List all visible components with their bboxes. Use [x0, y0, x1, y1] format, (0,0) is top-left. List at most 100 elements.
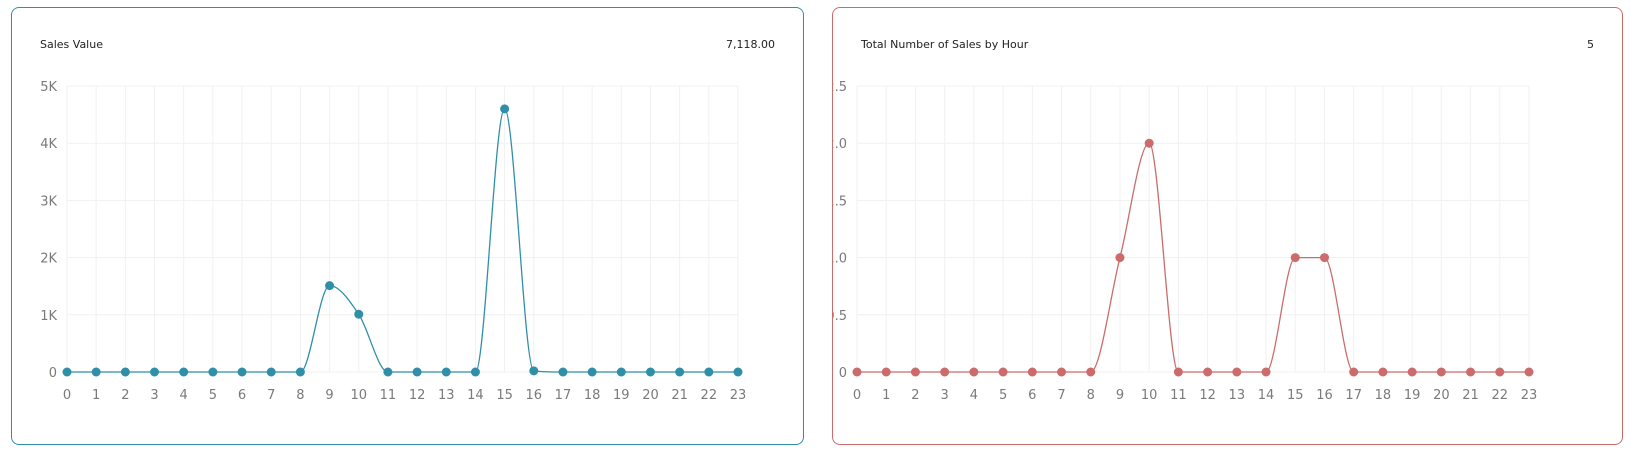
- x-tick-label: 7: [267, 388, 275, 403]
- data-point: [354, 309, 364, 319]
- data-point: [881, 367, 891, 377]
- x-tick-label: 13: [438, 388, 455, 403]
- data-point: [325, 281, 335, 291]
- data-point: [1232, 367, 1242, 377]
- x-tick-label: 11: [380, 388, 397, 403]
- data-point: [441, 367, 451, 377]
- y-tick-label: 2K: [40, 252, 57, 267]
- data-point: [1466, 367, 1476, 377]
- data-point: [1144, 138, 1154, 148]
- data-point: [91, 367, 101, 377]
- x-tick-label: 16: [526, 388, 543, 403]
- x-tick-label: 12: [409, 388, 426, 403]
- y-tick-label: 2.0: [833, 137, 847, 152]
- x-tick-label: 10: [350, 388, 367, 403]
- data-point: [969, 367, 979, 377]
- x-tick-label: 2: [121, 388, 129, 403]
- data-point: [852, 367, 862, 377]
- chart-total: 7,118.00: [726, 38, 775, 51]
- series-line: [67, 108, 739, 373]
- x-tick-label: 22: [701, 388, 718, 403]
- data-point: [645, 367, 655, 377]
- data-point: [675, 367, 685, 377]
- y-tick-label: 2.5: [833, 80, 847, 95]
- data-point: [1173, 367, 1183, 377]
- x-tick-label: 23: [730, 388, 747, 403]
- x-tick-label: 21: [1462, 388, 1479, 403]
- chart-title: Sales Value: [40, 38, 103, 51]
- data-point: [616, 367, 626, 377]
- data-point: [733, 367, 743, 377]
- x-tick-label: 16: [1316, 388, 1333, 403]
- data-point: [1524, 367, 1534, 377]
- data-point: [150, 367, 160, 377]
- x-tick-label: 17: [555, 388, 572, 403]
- x-tick-label: 23: [1521, 388, 1538, 403]
- x-tick-label: 10: [1141, 388, 1158, 403]
- sales-count-chart: 00.51.01.52.02.5012345678910111213141516…: [833, 80, 1538, 403]
- sales-count-card: Total Number of Sales by Hour 5 0 0.5 1.0 1…: [832, 7, 1623, 445]
- x-tick-label: 6: [238, 388, 246, 403]
- y-tick-label: 1K: [40, 309, 57, 324]
- x-tick-label: 11: [1170, 388, 1187, 403]
- x-tick-label: 19: [1404, 388, 1421, 403]
- x-tick-label: 3: [941, 388, 949, 403]
- x-tick-label: 12: [1199, 388, 1216, 403]
- y-tick-label: 0.5: [833, 309, 847, 324]
- x-tick-label: 1: [882, 388, 890, 403]
- x-tick-label: 7: [1057, 388, 1065, 403]
- data-point: [910, 367, 920, 377]
- data-point: [1407, 367, 1417, 377]
- x-tick-label: 1: [92, 388, 100, 403]
- chart-total: 5: [1587, 38, 1594, 51]
- x-tick-label: 14: [467, 388, 484, 403]
- data-point: [62, 367, 72, 377]
- x-tick-label: 13: [1229, 388, 1246, 403]
- data-point: [266, 367, 276, 377]
- y-tick-label: 3K: [40, 194, 57, 209]
- y-tick-label: 1.0: [833, 252, 847, 267]
- data-point: [1290, 253, 1300, 263]
- x-tick-label: 15: [496, 388, 513, 403]
- data-point: [470, 367, 480, 377]
- data-point: [1086, 367, 1096, 377]
- x-tick-label: 8: [296, 388, 304, 403]
- x-tick-label: 2: [911, 388, 919, 403]
- x-tick-label: 8: [1087, 388, 1095, 403]
- data-point: [120, 367, 130, 377]
- data-point: [529, 366, 539, 376]
- data-point: [237, 367, 247, 377]
- x-tick-label: 9: [1116, 388, 1124, 403]
- x-tick-label: 4: [970, 388, 978, 403]
- data-point: [1027, 367, 1037, 377]
- x-tick-label: 20: [642, 388, 659, 403]
- chart-title: Total Number of Sales by Hour: [861, 38, 1029, 51]
- x-tick-label: 17: [1345, 388, 1362, 403]
- data-point: [1378, 367, 1388, 377]
- data-point: [295, 367, 305, 377]
- data-point: [1057, 367, 1067, 377]
- x-tick-label: 19: [613, 388, 630, 403]
- x-tick-label: 15: [1287, 388, 1304, 403]
- data-point: [558, 367, 568, 377]
- x-tick-label: 3: [150, 388, 158, 403]
- data-point: [500, 104, 510, 114]
- data-point: [1319, 253, 1329, 263]
- data-point: [208, 367, 218, 377]
- x-tick-label: 0: [63, 388, 71, 403]
- x-tick-label: 5: [209, 388, 217, 403]
- sales-value-card: Sales Value 7,118.00 0 1K 2K 3K 4K 5K 0 1 2 3 4 5 6 7…: [11, 7, 804, 445]
- data-point: [383, 367, 393, 377]
- x-tick-label: 21: [671, 388, 688, 403]
- y-tick-label: 0: [49, 366, 57, 381]
- data-point: [1436, 367, 1446, 377]
- x-tick-label: 18: [584, 388, 601, 403]
- x-tick-label: 18: [1375, 388, 1392, 403]
- x-tick-label: 5: [999, 388, 1007, 403]
- x-tick-label: 6: [1028, 388, 1036, 403]
- y-tick-label: 4K: [40, 137, 57, 152]
- x-tick-label: 20: [1433, 388, 1450, 403]
- x-tick-label: 9: [325, 388, 333, 403]
- y-tick-label: 1.5: [833, 194, 847, 209]
